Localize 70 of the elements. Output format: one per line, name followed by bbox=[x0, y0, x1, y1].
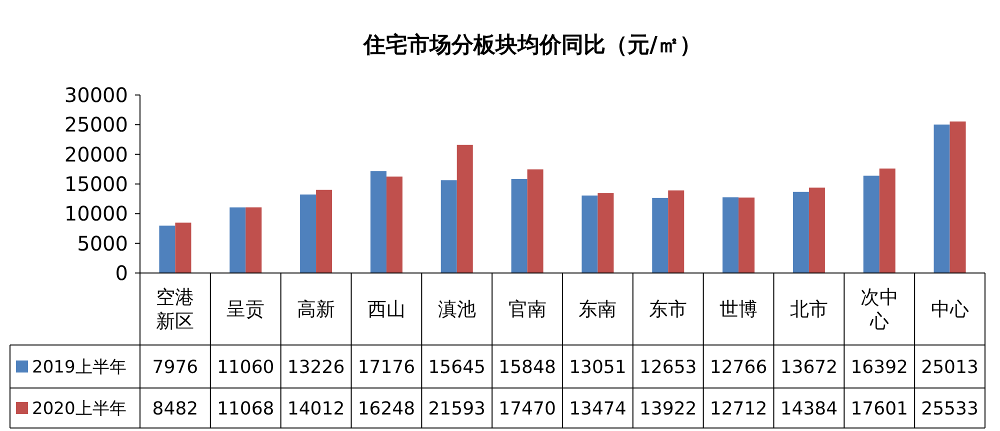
data-label: 12653 bbox=[639, 356, 697, 378]
y-tick-label: 30000 bbox=[64, 83, 128, 107]
data-label: 13051 bbox=[569, 356, 626, 378]
data-label: 21593 bbox=[428, 398, 486, 420]
bar bbox=[950, 122, 966, 273]
bar bbox=[808, 188, 825, 273]
bar bbox=[456, 144, 473, 273]
data-label: 15645 bbox=[428, 356, 486, 378]
bar bbox=[175, 222, 192, 273]
data-label: 13672 bbox=[780, 356, 838, 378]
bar bbox=[598, 193, 614, 273]
y-tick-label: 0 bbox=[115, 261, 128, 285]
data-label: 17176 bbox=[358, 356, 416, 378]
data-label: 17601 bbox=[850, 398, 908, 420]
bar bbox=[159, 226, 176, 273]
data-label: 11060 bbox=[216, 356, 274, 378]
bar bbox=[792, 192, 809, 273]
data-label: 12712 bbox=[710, 398, 768, 420]
x-tick-label: 空港新区 bbox=[156, 286, 194, 333]
bar bbox=[527, 169, 544, 273]
bar bbox=[246, 207, 262, 273]
x-tick-label: 高新 bbox=[297, 298, 336, 321]
x-tick-label: 中心 bbox=[930, 298, 969, 321]
bar bbox=[722, 197, 739, 273]
y-tick-label: 25000 bbox=[64, 112, 128, 137]
bar bbox=[316, 190, 332, 273]
bar bbox=[230, 207, 246, 273]
data-label: 13922 bbox=[639, 398, 697, 420]
data-label: 7976 bbox=[152, 356, 198, 378]
data-label: 14012 bbox=[287, 398, 345, 420]
data-label: 15848 bbox=[498, 356, 556, 378]
legend-label: 2019上半年 bbox=[32, 357, 126, 378]
bar bbox=[668, 190, 684, 273]
x-tick-label: 东市 bbox=[649, 298, 688, 321]
x-tick-label: 次中心 bbox=[860, 286, 898, 333]
bar bbox=[863, 176, 880, 273]
bar bbox=[386, 176, 402, 273]
y-tick-label: 5000 bbox=[77, 231, 128, 256]
x-tick-label: 呈贡 bbox=[226, 298, 265, 321]
x-tick-label: 西山 bbox=[367, 298, 406, 321]
bar bbox=[652, 198, 668, 273]
legend-label: 2020上半年 bbox=[32, 398, 126, 419]
data-label: 25533 bbox=[921, 398, 978, 420]
data-label: 12766 bbox=[710, 356, 768, 378]
data-label: 13474 bbox=[569, 398, 626, 420]
bar bbox=[934, 124, 950, 273]
data-label: 8482 bbox=[152, 398, 198, 420]
x-tick-label: 北市 bbox=[790, 298, 828, 321]
data-label: 25013 bbox=[921, 356, 978, 378]
y-tick-label: 10000 bbox=[64, 202, 128, 226]
x-tick-label: 东南 bbox=[578, 298, 617, 321]
x-tick-label: 世博 bbox=[720, 298, 758, 321]
bar bbox=[582, 196, 598, 273]
data-label: 11068 bbox=[216, 398, 274, 420]
bar bbox=[738, 198, 755, 273]
bar bbox=[370, 171, 386, 273]
chart-title: 住宅市场分板块均价同比（元/㎡） bbox=[362, 32, 702, 58]
y-tick-label: 20000 bbox=[64, 142, 128, 166]
bar bbox=[300, 194, 316, 273]
x-tick-label: 滇池 bbox=[438, 298, 476, 321]
bar bbox=[511, 178, 528, 273]
y-tick-label: 15000 bbox=[64, 172, 128, 196]
bar bbox=[440, 180, 457, 273]
data-label: 14384 bbox=[780, 398, 838, 420]
data-label: 16248 bbox=[358, 398, 416, 420]
data-label: 16392 bbox=[850, 356, 908, 378]
data-label: 13226 bbox=[287, 356, 345, 378]
bar bbox=[879, 168, 896, 273]
x-tick-label: 官南 bbox=[508, 298, 546, 321]
data-label: 17470 bbox=[498, 398, 556, 420]
